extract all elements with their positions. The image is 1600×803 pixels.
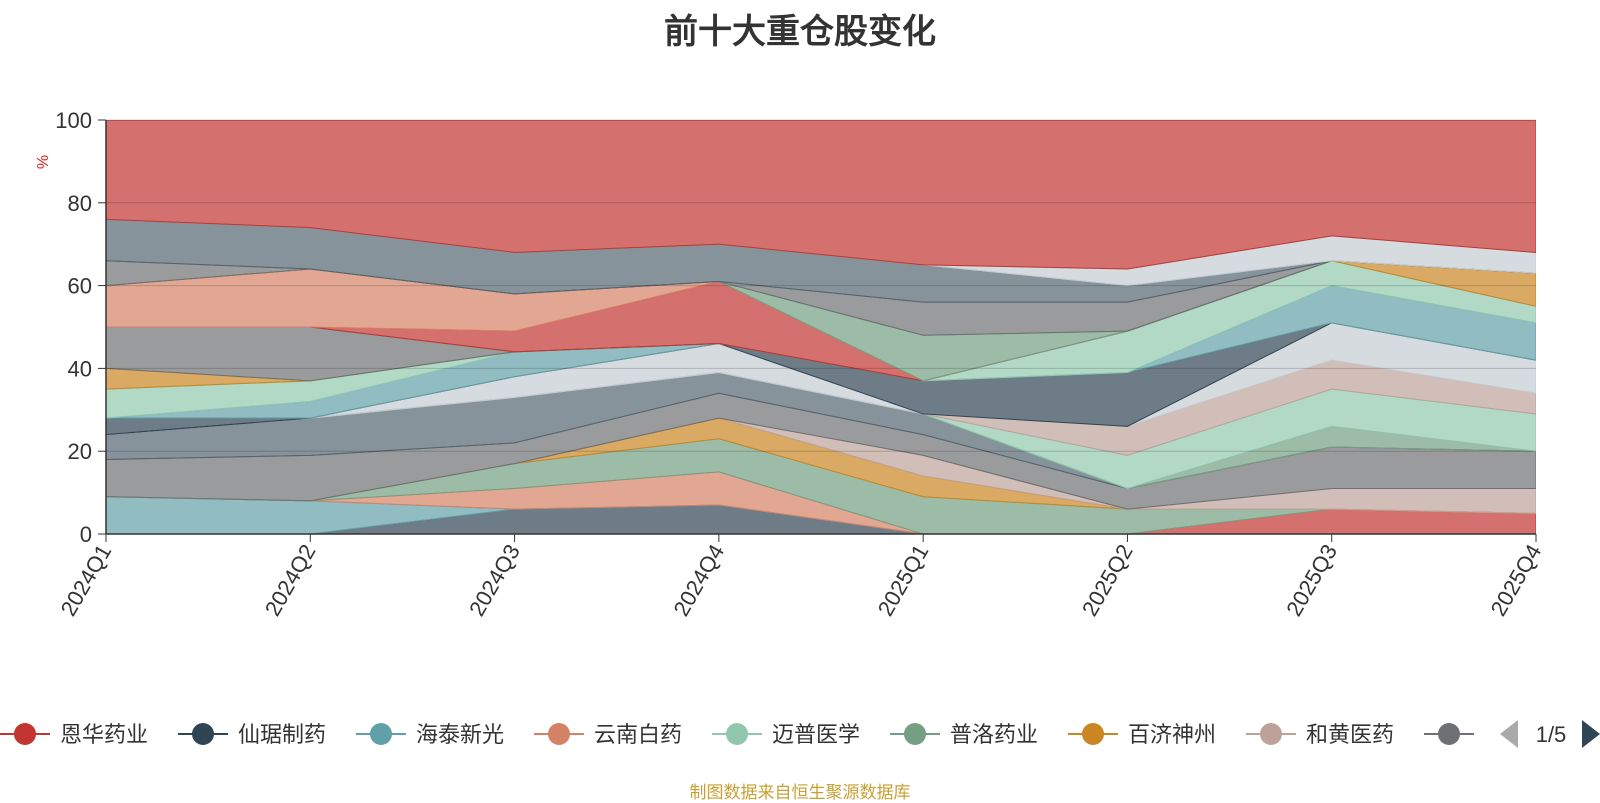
legend-label: 迈普医学 (772, 722, 860, 747)
legend-marker-icon (1082, 723, 1104, 745)
legend-item[interactable]: 和黄医药 (1246, 722, 1394, 747)
legend-label: 仙琚制药 (238, 722, 326, 747)
grid-lines (106, 119, 1536, 452)
legend-label: 恩华药业 (60, 722, 148, 747)
legend-page-indicator: 1/5 (1536, 722, 1567, 747)
legend-item[interactable]: … (1424, 722, 1506, 747)
y-axis-unit-label: % (35, 155, 52, 169)
legend-item[interactable]: 迈普医学 (712, 722, 860, 747)
x-tick-label: 2025Q1 (873, 540, 934, 620)
legend-marker-icon (192, 723, 214, 745)
legend-marker-icon (726, 723, 748, 745)
legend: 恩华药业 仙琚制药 海泰新光 云南白药 迈普医学 普洛药业 百济神州 和黄医药 … (0, 722, 1506, 747)
chart-title: 前十大重仓股变化 (664, 13, 936, 51)
legend-label: 海泰新光 (416, 722, 504, 747)
legend-marker-icon (14, 723, 36, 745)
area-band-2 (106, 508, 1536, 534)
x-tick-label: 2025Q2 (1077, 540, 1138, 620)
data-source-note: 制图数据来自恒生聚源数据库 (689, 783, 911, 802)
legend-pager: 1/5 (1500, 720, 1600, 748)
legend-item[interactable]: 云南白药 (534, 722, 682, 747)
legend-label: 百济神州 (1128, 722, 1216, 747)
legend-item[interactable]: 恩华药业 (0, 722, 148, 747)
legend-label: 云南白药 (594, 722, 682, 747)
legend-marker-icon (1260, 723, 1282, 745)
x-tick-label: 2024Q4 (668, 540, 729, 620)
y-tick-label: 60 (68, 274, 92, 299)
legend-prev-icon[interactable] (1500, 720, 1518, 748)
legend-marker-icon (904, 723, 926, 745)
area-bands (106, 120, 1536, 534)
legend-item[interactable]: 普洛药业 (890, 722, 1038, 747)
legend-marker-icon (1438, 723, 1460, 745)
x-tick-label: 2024Q3 (464, 540, 525, 620)
area-band-25 (106, 120, 1536, 270)
x-tick-label: 2024Q1 (56, 540, 117, 620)
x-tick-label: 2024Q2 (260, 540, 321, 620)
legend-item[interactable]: 仙琚制药 (178, 722, 326, 747)
legend-label: 和黄医药 (1306, 722, 1394, 747)
y-tick-label: 0 (80, 522, 92, 547)
y-tick-label: 40 (68, 356, 92, 381)
y-tick-label: 20 (68, 439, 92, 464)
legend-item[interactable]: 百济神州 (1068, 722, 1216, 747)
legend-marker-icon (370, 723, 392, 745)
legend-item[interactable]: 海泰新光 (356, 722, 504, 747)
x-tick-label: 2025Q3 (1281, 540, 1342, 620)
y-tick-label: 80 (68, 191, 92, 216)
legend-next-icon[interactable] (1582, 720, 1600, 748)
legend-label: 普洛药业 (950, 722, 1038, 747)
x-tick-label: 2025Q4 (1486, 540, 1547, 620)
legend-marker-icon (548, 723, 570, 745)
y-tick-label: 100 (55, 108, 92, 133)
